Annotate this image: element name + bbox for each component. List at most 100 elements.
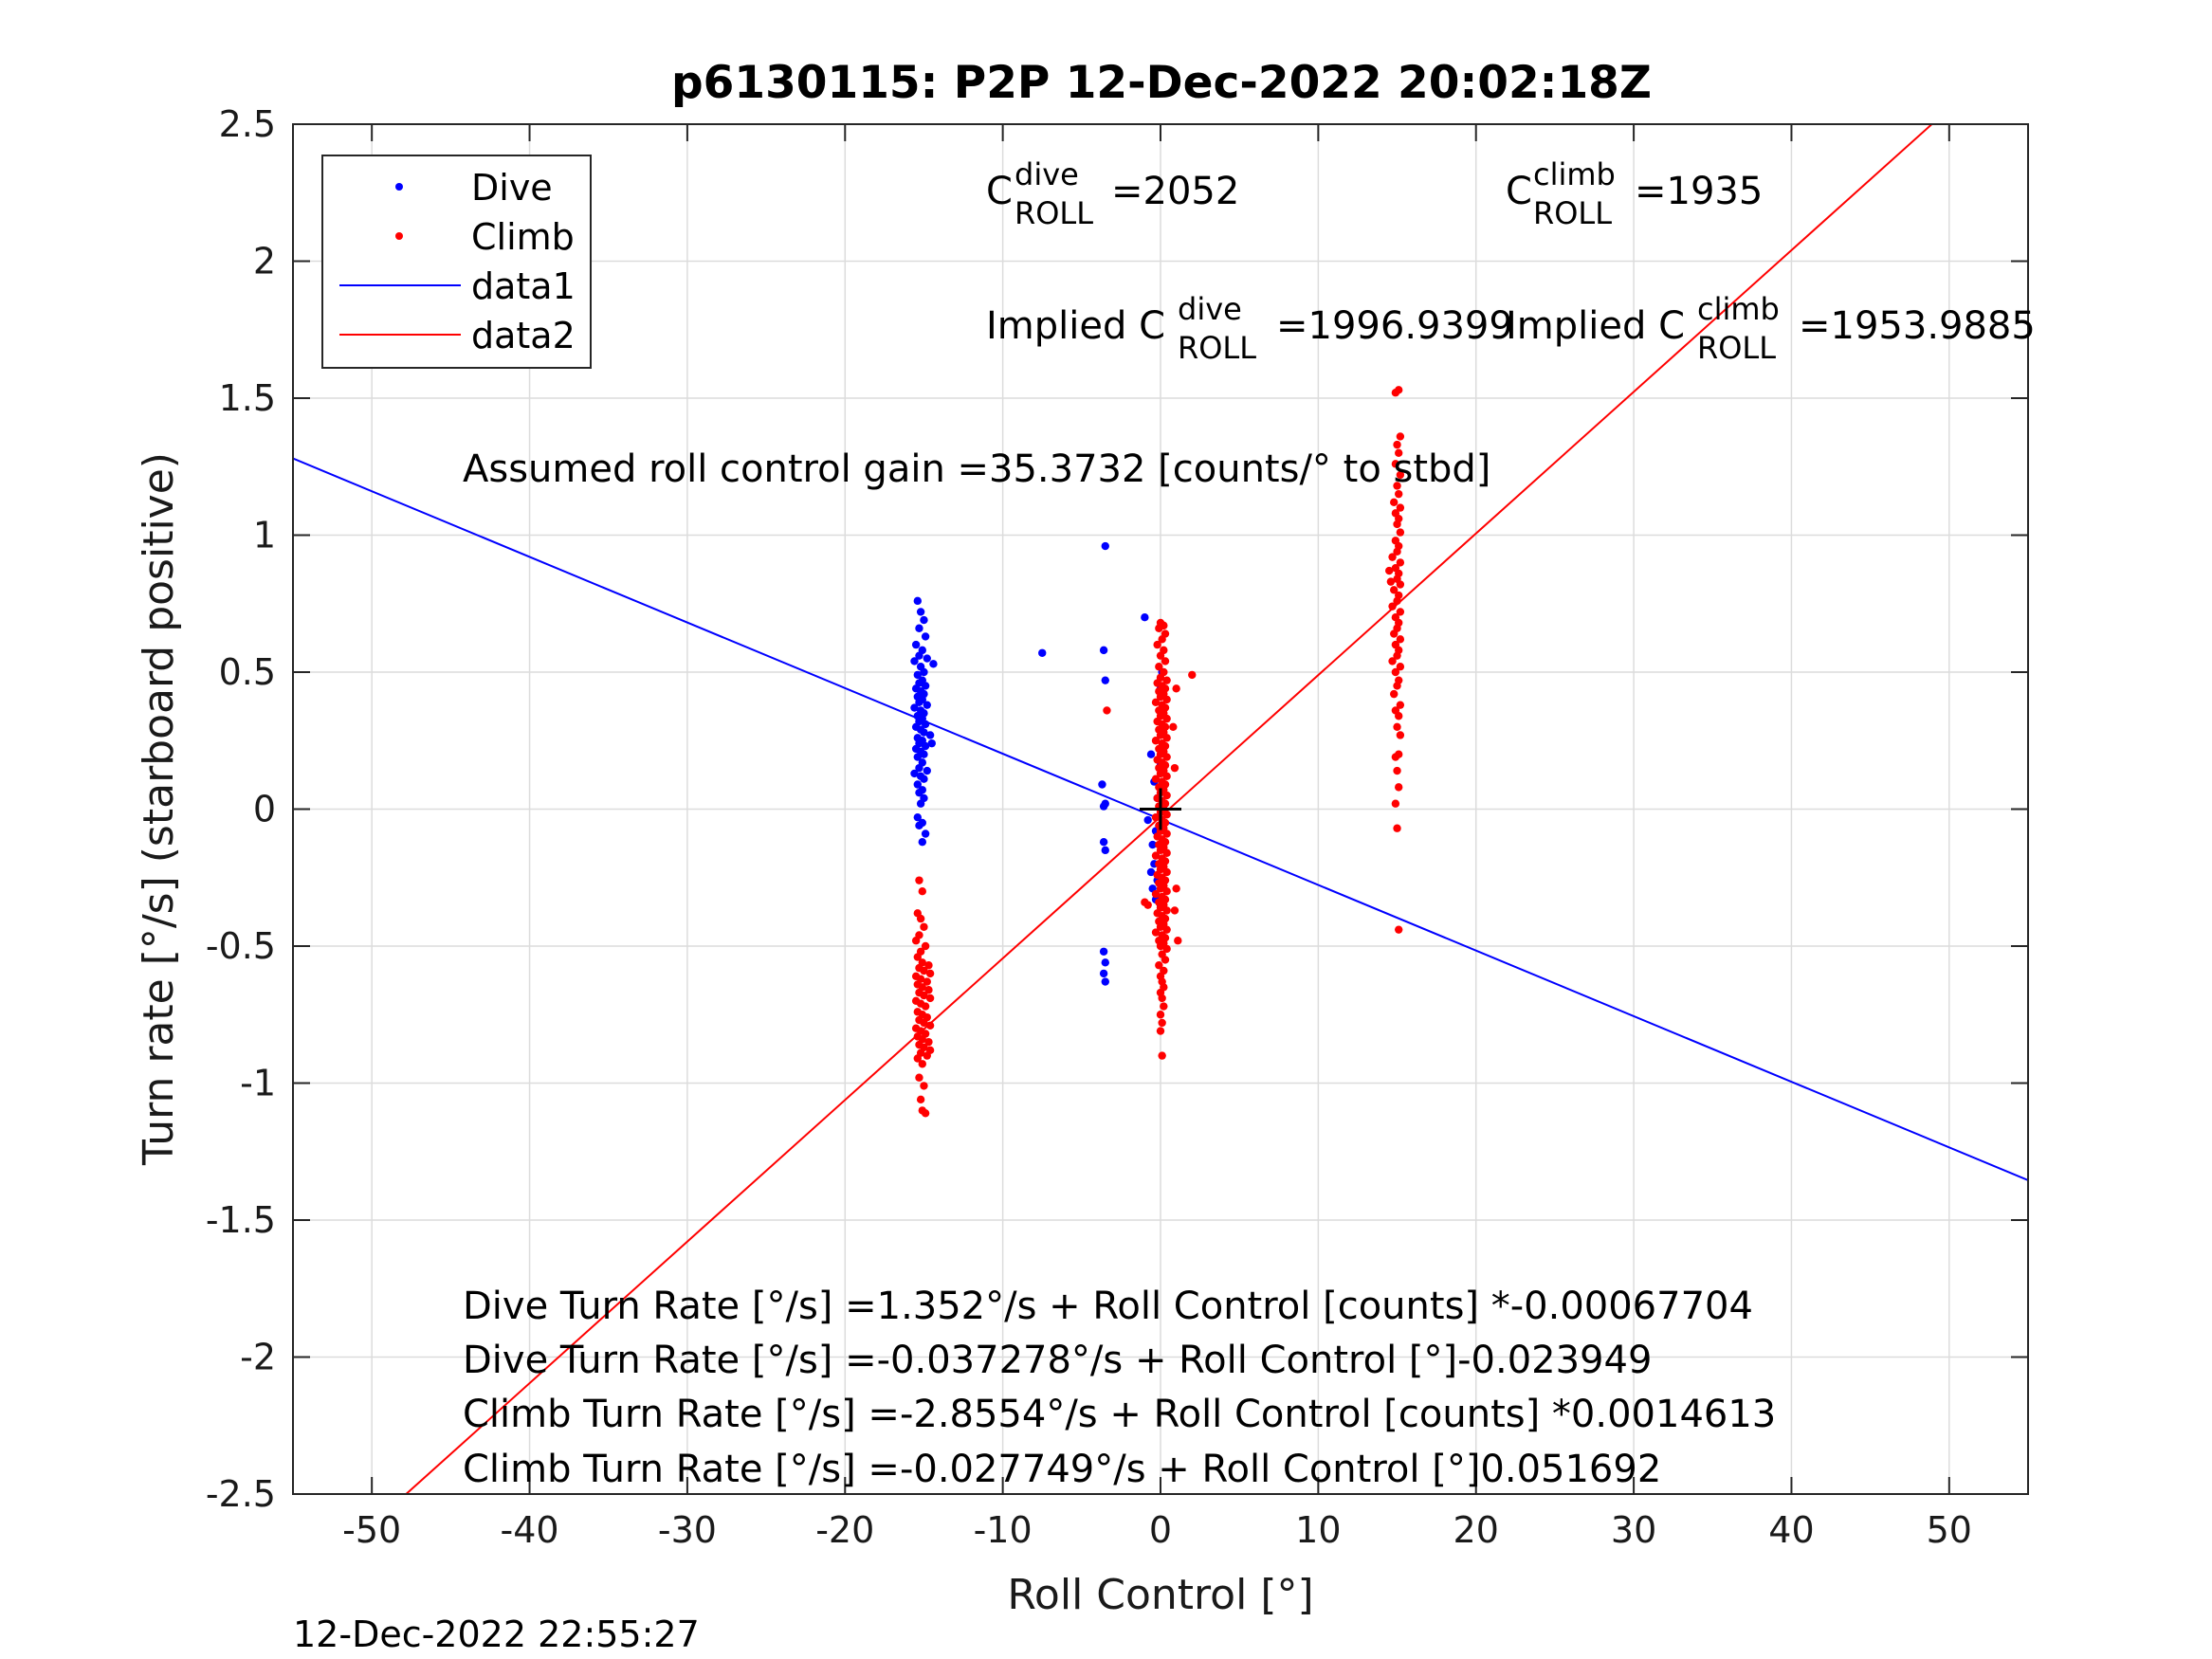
point-climb: [1393, 520, 1401, 529]
point-climb: [1388, 657, 1397, 665]
point-dive: [927, 738, 936, 748]
point-climb: [1393, 722, 1401, 731]
point-dive: [913, 753, 922, 761]
point-climb: [1151, 851, 1161, 860]
point-climb: [1396, 470, 1405, 480]
point-climb: [920, 966, 928, 975]
c-dive-main: C: [986, 170, 1013, 213]
point-dive: [1099, 947, 1108, 956]
point-dive: [920, 667, 928, 677]
point-climb: [921, 1109, 930, 1118]
point-climb: [1170, 906, 1179, 915]
implied-dive-sub: ROLL: [1178, 330, 1256, 366]
point-climb: [1162, 676, 1171, 684]
implied-climb-main: Implied C: [1506, 304, 1685, 348]
point-dive: [1101, 977, 1109, 986]
point-climb: [1151, 928, 1161, 937]
point-climb: [1174, 937, 1182, 945]
point-climb: [1390, 629, 1398, 638]
legend-dive-label: Dive: [471, 167, 553, 209]
point-dive: [916, 799, 925, 808]
point-dive: [929, 660, 938, 668]
point-climb: [1395, 448, 1403, 457]
point-dive: [1099, 646, 1108, 655]
implied-climb-annotation: Implied C climb ROLL =1953.9885: [1506, 291, 2036, 366]
point-climb: [924, 986, 933, 994]
point-dive: [923, 701, 931, 709]
fit-dive-degrees: Dive Turn Rate [°/s] =-0.037278°/s + Rol…: [463, 1339, 1652, 1382]
x-tick-label: 20: [1453, 1509, 1499, 1551]
point-climb: [1396, 701, 1405, 709]
point-climb: [920, 1082, 928, 1090]
point-dive: [1146, 750, 1156, 758]
x-tick-label: 40: [1768, 1509, 1814, 1551]
fit-climb-degrees: Climb Turn Rate [°/s] =-0.027749°/s + Ro…: [463, 1448, 1661, 1491]
point-dive: [915, 763, 923, 773]
legend-climb-label: Climb: [471, 216, 575, 258]
point-climb: [1161, 657, 1170, 665]
point-climb: [1391, 389, 1400, 397]
point-climb: [1161, 956, 1170, 964]
point-dive: [915, 821, 923, 830]
print-timestamp: 12-Dec-2022 22:55:27: [293, 1613, 700, 1655]
point-climb: [921, 1002, 930, 1011]
y-tick-label: -1.5: [206, 1199, 276, 1241]
scatter-points: [910, 386, 1405, 1118]
point-dive: [910, 769, 919, 778]
y-tick-label: 0: [253, 789, 276, 830]
point-climb: [1385, 566, 1394, 575]
implied-dive-annotation: Implied C dive ROLL =1996.9399: [986, 291, 1513, 366]
point-climb: [1393, 440, 1401, 449]
point-climb: [1396, 558, 1405, 567]
point-dive: [1099, 802, 1108, 811]
point-climb: [1396, 432, 1405, 441]
point-dive: [915, 651, 923, 660]
point-dive: [920, 615, 928, 625]
point-climb: [1162, 811, 1171, 819]
implied-climb-sub: ROLL: [1697, 330, 1776, 366]
point-climb: [1162, 714, 1171, 723]
point-climb: [1156, 884, 1165, 893]
point-climb: [1155, 961, 1163, 970]
point-dive: [910, 703, 919, 712]
point-climb: [1393, 682, 1401, 690]
y-tick-label: 2: [253, 241, 276, 283]
point-climb: [911, 937, 921, 945]
point-climb: [1396, 635, 1405, 644]
point-dive: [1143, 815, 1152, 825]
point-climb: [1156, 769, 1165, 778]
c-climb-sup: climb: [1533, 156, 1616, 192]
x-tick-label: -10: [974, 1509, 1033, 1551]
point-climb: [1156, 846, 1165, 855]
y-axis-label: Turn rate [°/s] (starboard positive): [135, 452, 183, 1166]
implied-climb-value: =1953.9885: [1799, 304, 2036, 348]
point-dive: [911, 640, 921, 649]
point-climb: [918, 887, 926, 896]
x-tick-label: -40: [501, 1509, 559, 1551]
point-dive: [913, 670, 922, 680]
c-dive-sub: ROLL: [1015, 195, 1093, 231]
point-dive: [920, 750, 928, 758]
point-climb: [920, 1018, 928, 1028]
point-climb: [1391, 799, 1400, 808]
x-tick-label: 30: [1611, 1509, 1656, 1551]
point-climb: [1158, 994, 1166, 1003]
point-dive: [913, 596, 922, 606]
legend: Dive Climb data1 data2: [321, 155, 592, 369]
point-dive: [921, 632, 930, 641]
point-dive: [925, 731, 935, 739]
fit-climb-counts: Climb Turn Rate [°/s] =-2.8554°/s + Roll…: [463, 1393, 1776, 1436]
point-climb: [1391, 667, 1400, 677]
gain-annotation: Assumed roll control gain =35.3732 [coun…: [463, 447, 1490, 491]
point-dive: [1101, 846, 1109, 855]
point-climb: [1158, 635, 1166, 644]
point-dive: [1101, 958, 1109, 967]
c-climb-sub: ROLL: [1533, 195, 1612, 231]
point-dive: [1146, 867, 1156, 877]
point-climb: [1162, 695, 1171, 704]
point-climb: [1151, 775, 1161, 783]
y-tick-label: 0.5: [219, 651, 276, 693]
y-tick-label: 1: [253, 515, 276, 556]
point-climb: [1103, 706, 1111, 715]
